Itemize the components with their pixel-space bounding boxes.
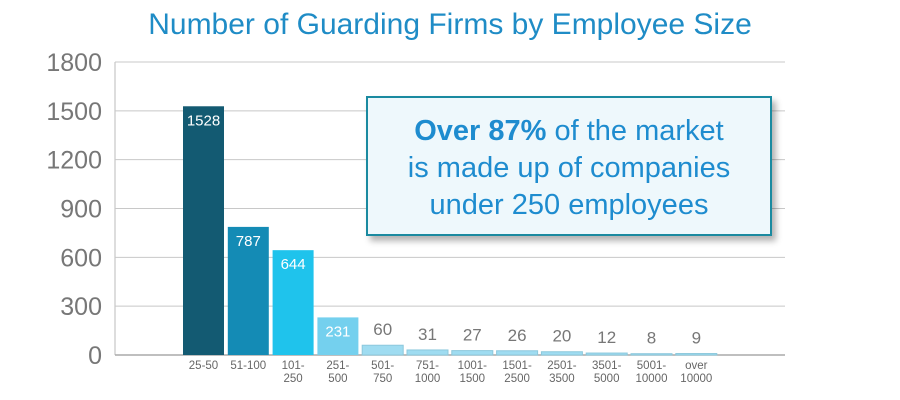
x-tick-label: 751-: [416, 360, 439, 372]
bar: [675, 353, 718, 356]
data-label: 27: [463, 326, 482, 345]
x-tick-label: 101-: [282, 360, 305, 372]
x-tick-label: over: [685, 360, 708, 372]
annotation-line3: under 250 employees: [429, 189, 709, 221]
annotation-line1: of the market: [546, 115, 724, 147]
data-label: 9: [692, 329, 701, 348]
x-tick-label: 750: [373, 373, 392, 385]
bar: [406, 349, 449, 356]
bar: [585, 352, 628, 356]
data-label: 1528: [187, 112, 220, 129]
y-tick-label: 1200: [46, 147, 102, 175]
x-tick-label: 25-50: [189, 360, 218, 372]
x-tick-label: 1501-: [502, 360, 532, 372]
x-tick-label: 2501-: [547, 360, 577, 372]
x-tick-label: 51-100: [230, 360, 266, 372]
x-tick-label: 5000: [594, 373, 620, 385]
x-tick-label: 1500: [460, 373, 486, 385]
y-tick-label: 300: [60, 293, 102, 321]
bar: [630, 353, 673, 356]
data-label: 26: [508, 326, 527, 345]
bar: [183, 106, 224, 355]
x-tick-label: 2500: [504, 373, 530, 385]
bar: [361, 344, 404, 356]
x-tick-label: 10000: [636, 373, 668, 385]
y-tick-label: 1500: [46, 98, 102, 126]
bar: [496, 350, 539, 356]
data-label: 231: [325, 323, 350, 340]
chart-title: Number of Guarding Firms by Employee Siz…: [148, 8, 752, 41]
bar: [317, 317, 359, 355]
x-tick-label: 3501-: [592, 360, 622, 372]
annotation-bold: Over 87%: [414, 115, 547, 147]
x-tick-label: 1000: [415, 373, 441, 385]
bar: [540, 351, 583, 356]
bar: [227, 226, 269, 355]
data-label: 60: [373, 320, 392, 339]
data-label: 31: [418, 325, 437, 344]
x-tick-label: 3500: [549, 373, 575, 385]
annotation-callout: Over 87% of the market is made up of com…: [366, 96, 772, 236]
x-tick-label: 5001-: [637, 360, 667, 372]
x-tick-label: 251-: [326, 360, 349, 372]
y-tick-label: 1800: [46, 49, 102, 77]
data-label: 12: [597, 328, 616, 347]
bar: [272, 250, 314, 355]
x-tick-label: 501-: [371, 360, 394, 372]
x-tick-label: 10000: [680, 373, 712, 385]
y-tick-label: 900: [60, 196, 102, 224]
x-tick-label: 500: [328, 373, 347, 385]
y-tick-label: 0: [88, 342, 102, 370]
data-label: 8: [647, 329, 656, 348]
annotation-line2: is made up of companies: [407, 152, 731, 184]
data-label: 644: [281, 256, 306, 273]
x-tick-label: 250: [284, 373, 303, 385]
data-label: 787: [236, 233, 261, 250]
data-label: 20: [552, 327, 571, 346]
x-tick-label: 1001-: [458, 360, 488, 372]
y-tick-label: 600: [60, 244, 102, 272]
bar: [451, 350, 494, 356]
